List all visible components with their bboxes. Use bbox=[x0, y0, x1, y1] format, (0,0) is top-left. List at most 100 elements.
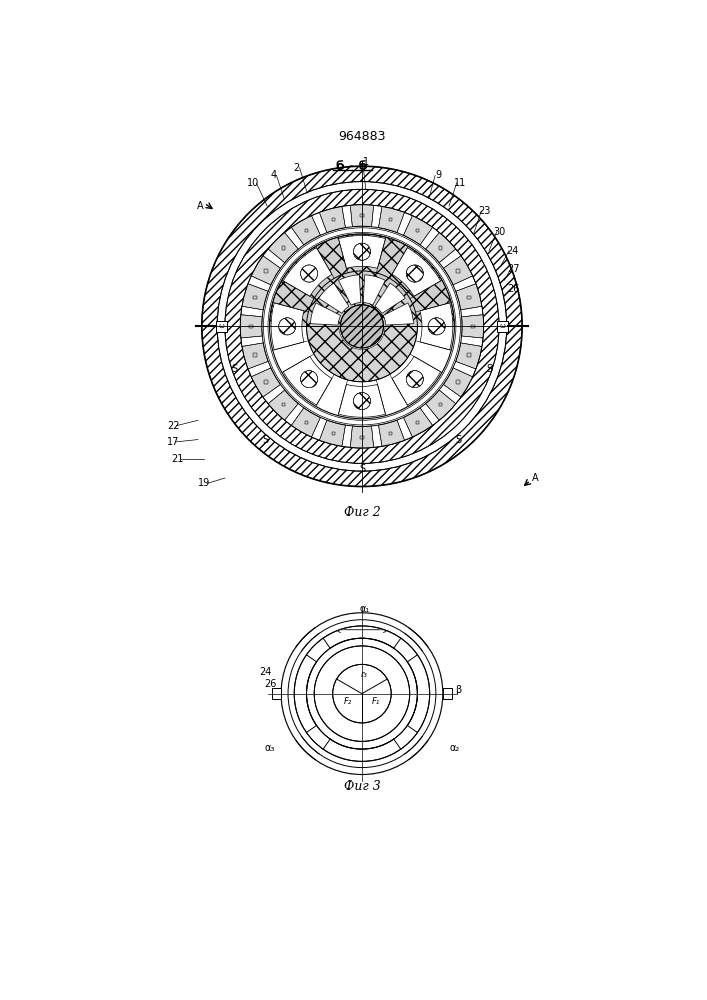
Text: r₃: r₃ bbox=[361, 670, 368, 679]
Wedge shape bbox=[225, 189, 499, 463]
Polygon shape bbox=[251, 368, 281, 397]
Bar bbox=[332, 218, 335, 221]
Circle shape bbox=[407, 265, 423, 282]
Circle shape bbox=[279, 318, 296, 335]
Polygon shape bbox=[320, 420, 346, 446]
Polygon shape bbox=[417, 647, 443, 740]
Text: б - б: б - б bbox=[337, 160, 368, 173]
Polygon shape bbox=[320, 206, 346, 233]
Text: 19: 19 bbox=[198, 478, 210, 488]
Polygon shape bbox=[392, 356, 440, 405]
Text: 24: 24 bbox=[506, 246, 518, 256]
Wedge shape bbox=[201, 166, 522, 487]
Polygon shape bbox=[284, 356, 332, 405]
Polygon shape bbox=[404, 216, 433, 245]
Bar bbox=[389, 218, 392, 221]
Bar bbox=[305, 421, 308, 424]
Polygon shape bbox=[315, 749, 409, 775]
Polygon shape bbox=[375, 283, 405, 313]
Polygon shape bbox=[443, 688, 452, 699]
Polygon shape bbox=[392, 248, 440, 296]
Circle shape bbox=[279, 318, 296, 335]
Polygon shape bbox=[443, 256, 473, 285]
Bar bbox=[389, 432, 392, 435]
Polygon shape bbox=[339, 275, 361, 305]
Text: F₂: F₂ bbox=[344, 697, 352, 706]
Bar bbox=[305, 229, 308, 232]
Text: 22: 22 bbox=[167, 421, 180, 431]
Text: 1: 1 bbox=[363, 157, 369, 167]
Bar bbox=[361, 436, 363, 439]
Text: 10: 10 bbox=[247, 178, 259, 188]
Text: 27: 27 bbox=[508, 264, 520, 274]
Text: 1: 1 bbox=[272, 692, 278, 702]
Bar bbox=[467, 353, 471, 357]
Text: S: S bbox=[359, 464, 365, 474]
Polygon shape bbox=[456, 343, 482, 369]
Text: 26: 26 bbox=[264, 679, 276, 689]
Circle shape bbox=[300, 371, 317, 388]
Polygon shape bbox=[291, 216, 320, 245]
Text: α₂: α₂ bbox=[449, 743, 460, 753]
Polygon shape bbox=[272, 688, 281, 699]
Text: 2: 2 bbox=[293, 163, 300, 173]
Bar bbox=[216, 321, 227, 332]
Text: S: S bbox=[455, 435, 461, 445]
Bar bbox=[282, 403, 286, 406]
Circle shape bbox=[300, 371, 317, 388]
Text: S: S bbox=[262, 435, 269, 445]
Text: ω: ω bbox=[218, 323, 224, 329]
Polygon shape bbox=[456, 284, 482, 310]
Text: 23: 23 bbox=[478, 206, 491, 216]
Polygon shape bbox=[271, 303, 304, 350]
Bar bbox=[264, 380, 268, 384]
Bar bbox=[416, 229, 419, 232]
Polygon shape bbox=[462, 315, 484, 338]
Polygon shape bbox=[426, 232, 456, 263]
Text: β: β bbox=[455, 685, 462, 695]
Bar bbox=[456, 269, 460, 273]
Text: A: A bbox=[197, 201, 204, 211]
Circle shape bbox=[428, 318, 445, 335]
Polygon shape bbox=[383, 303, 414, 325]
Text: 30: 30 bbox=[493, 227, 506, 237]
Polygon shape bbox=[350, 426, 373, 448]
Wedge shape bbox=[340, 305, 383, 348]
Polygon shape bbox=[268, 232, 298, 263]
Text: ω: ω bbox=[500, 323, 506, 329]
Polygon shape bbox=[319, 283, 349, 313]
Polygon shape bbox=[291, 408, 320, 437]
Text: 964883: 964883 bbox=[338, 130, 386, 143]
Bar bbox=[416, 421, 419, 424]
Bar bbox=[332, 432, 335, 435]
Polygon shape bbox=[242, 343, 268, 369]
Circle shape bbox=[354, 393, 370, 410]
Polygon shape bbox=[269, 234, 455, 326]
Polygon shape bbox=[443, 368, 473, 397]
Polygon shape bbox=[268, 390, 298, 420]
Text: 26: 26 bbox=[508, 284, 520, 294]
Text: Фиг 2: Фиг 2 bbox=[344, 506, 380, 519]
Text: Фиг 3: Фиг 3 bbox=[344, 780, 380, 793]
Bar bbox=[253, 353, 257, 357]
Bar bbox=[456, 380, 460, 384]
Bar bbox=[497, 321, 508, 332]
Text: S: S bbox=[232, 364, 238, 374]
Polygon shape bbox=[350, 205, 373, 227]
Polygon shape bbox=[363, 275, 385, 305]
Text: 11: 11 bbox=[454, 178, 466, 188]
Bar bbox=[438, 246, 442, 250]
Text: 17: 17 bbox=[167, 437, 180, 447]
Polygon shape bbox=[240, 315, 262, 338]
Bar bbox=[264, 269, 268, 273]
Text: A: A bbox=[532, 473, 539, 483]
Polygon shape bbox=[378, 206, 404, 233]
Bar bbox=[467, 296, 471, 299]
Polygon shape bbox=[339, 384, 385, 417]
Polygon shape bbox=[339, 236, 385, 268]
Circle shape bbox=[354, 393, 370, 410]
Circle shape bbox=[407, 371, 423, 388]
Polygon shape bbox=[284, 248, 332, 296]
Wedge shape bbox=[307, 271, 417, 382]
Text: 9: 9 bbox=[435, 170, 441, 180]
